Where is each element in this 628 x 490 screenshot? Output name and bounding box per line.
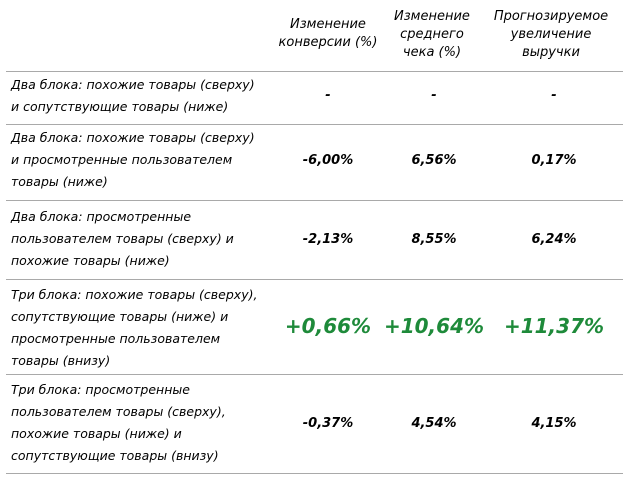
avg-check-value-highlight: +10,64% — [383, 314, 485, 338]
revenue-value: - — [551, 88, 557, 103]
header-conversion-change: Изменение конверсии (%) — [278, 17, 378, 50]
header-forecast-revenue-increase: Прогнозируемое увеличение выручки — [493, 9, 609, 60]
divider — [6, 473, 623, 474]
revenue-value: 4,15% — [531, 416, 577, 431]
row-description: Два блока: похожие товары (сверху) и соп… — [11, 77, 255, 114]
avg-check-value: - — [431, 88, 437, 103]
divider — [6, 374, 623, 375]
revenue-value: 6,24% — [531, 232, 577, 247]
conversion-value: -2,13% — [302, 232, 354, 247]
divider — [6, 124, 623, 125]
conversion-value-highlight: +0,66% — [284, 314, 372, 338]
revenue-value: 0,17% — [531, 153, 577, 168]
conversion-value: - — [325, 88, 331, 103]
conversion-value: -6,00% — [302, 153, 354, 168]
row-description: Три блока: просмотренные пользователем т… — [11, 382, 226, 463]
conversion-value: -0,37% — [302, 416, 354, 431]
row-description: Три блока: похожие товары (сверху), сопу… — [11, 287, 258, 368]
avg-check-value: 4,54% — [411, 416, 457, 431]
avg-check-value: 6,56% — [411, 153, 457, 168]
header-average-check-change: Изменение среднего чека (%) — [394, 9, 470, 60]
row-description: Два блока: похожие товары (сверху) и про… — [11, 130, 255, 189]
divider — [6, 71, 623, 72]
divider — [6, 279, 623, 280]
divider — [6, 200, 623, 201]
avg-check-value: 8,55% — [411, 232, 457, 247]
revenue-value-highlight: +11,37% — [503, 314, 605, 338]
row-description: Два блока: просмотренные пользователем т… — [11, 209, 234, 268]
